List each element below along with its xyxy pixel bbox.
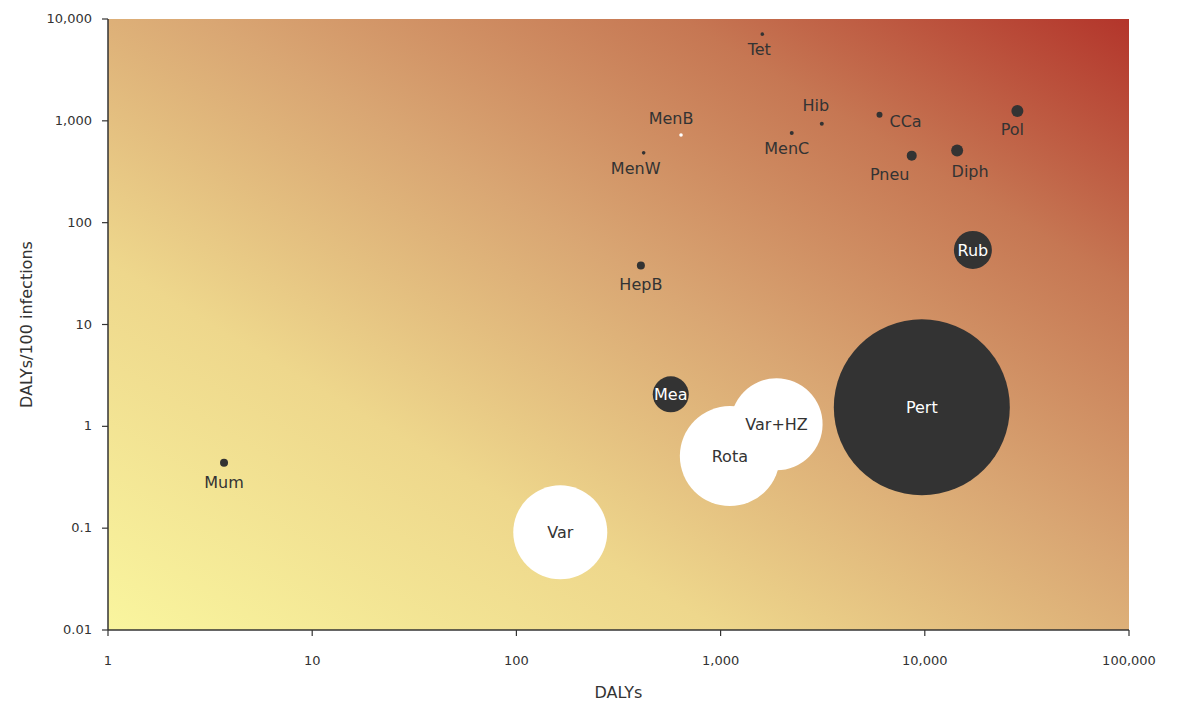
y-tick-label: 0.01 bbox=[63, 622, 92, 637]
y-tick bbox=[102, 120, 108, 121]
bubble-label: Tet bbox=[747, 40, 771, 59]
bubble bbox=[760, 32, 764, 36]
bubble-label: Diph bbox=[952, 162, 989, 181]
x-tick-label: 1 bbox=[104, 653, 112, 668]
x-tick-label: 10 bbox=[304, 653, 321, 668]
y-tick-label: 1 bbox=[84, 418, 92, 433]
bubble-label: Mea bbox=[654, 385, 687, 404]
x-axis-line bbox=[108, 629, 1129, 631]
x-tick bbox=[1128, 630, 1129, 636]
bubble bbox=[790, 131, 794, 135]
bubble bbox=[220, 459, 228, 467]
y-axis-label: DALYs/100 infections bbox=[17, 241, 36, 408]
bubble bbox=[1011, 105, 1023, 117]
bubble-label: CCa bbox=[889, 112, 921, 131]
x-tick-label: 100,000 bbox=[1102, 653, 1156, 668]
bubble bbox=[637, 261, 645, 269]
x-axis-label: DALYs bbox=[595, 683, 643, 702]
bubble bbox=[954, 231, 992, 269]
y-tick-label: 10,000 bbox=[47, 11, 93, 26]
bubble bbox=[834, 319, 1010, 495]
y-tick bbox=[102, 629, 108, 630]
bubble-label: Var bbox=[547, 523, 574, 542]
bubble bbox=[820, 122, 824, 126]
y-tick-label: 0.1 bbox=[71, 520, 92, 535]
bubble bbox=[642, 151, 646, 155]
x-tick-label: 10,000 bbox=[902, 653, 948, 668]
bubble-label: HepB bbox=[619, 275, 662, 294]
y-tick-label: 10 bbox=[75, 317, 92, 332]
bubble-label: Rub bbox=[958, 241, 989, 260]
x-tick bbox=[720, 630, 721, 636]
chart: 1 10 100 1,000 10,000 100,000 0.01 0.1 1 10 100 1,0… bbox=[0, 0, 1200, 725]
bubble bbox=[907, 151, 917, 161]
y-tick-label: 1,000 bbox=[55, 113, 92, 128]
x-tick-label: 100 bbox=[504, 653, 529, 668]
y-tick bbox=[102, 18, 108, 19]
bubble bbox=[951, 145, 963, 157]
y-tick bbox=[102, 324, 108, 325]
y-tick-label: 100 bbox=[67, 215, 92, 230]
bubble bbox=[679, 133, 683, 137]
bubble-label: Var+HZ bbox=[745, 415, 808, 434]
bubble bbox=[513, 485, 607, 579]
bubble-label: Rota bbox=[712, 447, 748, 466]
bubble-label: Mum bbox=[204, 473, 244, 492]
bubble-label: Pol bbox=[1001, 120, 1024, 139]
bubbles bbox=[220, 32, 1023, 579]
y-tick bbox=[102, 222, 108, 223]
bubble bbox=[876, 112, 882, 118]
x-tick bbox=[516, 630, 517, 636]
y-tick bbox=[102, 528, 108, 529]
x-tick bbox=[924, 630, 925, 636]
bubble-label: MenB bbox=[649, 109, 694, 128]
x-tick bbox=[312, 630, 313, 636]
bubble-label: MenC bbox=[764, 139, 809, 158]
bubble-label: Pert bbox=[906, 398, 938, 417]
bubble bbox=[653, 376, 689, 412]
x-tick bbox=[107, 630, 108, 636]
bubble-label: MenW bbox=[611, 159, 661, 178]
plot-background bbox=[108, 19, 1129, 630]
x-tick-label: 1,000 bbox=[702, 653, 739, 668]
y-tick bbox=[102, 426, 108, 427]
bubble-label: Pneu bbox=[870, 165, 910, 184]
bubble-label: Hib bbox=[802, 96, 829, 115]
